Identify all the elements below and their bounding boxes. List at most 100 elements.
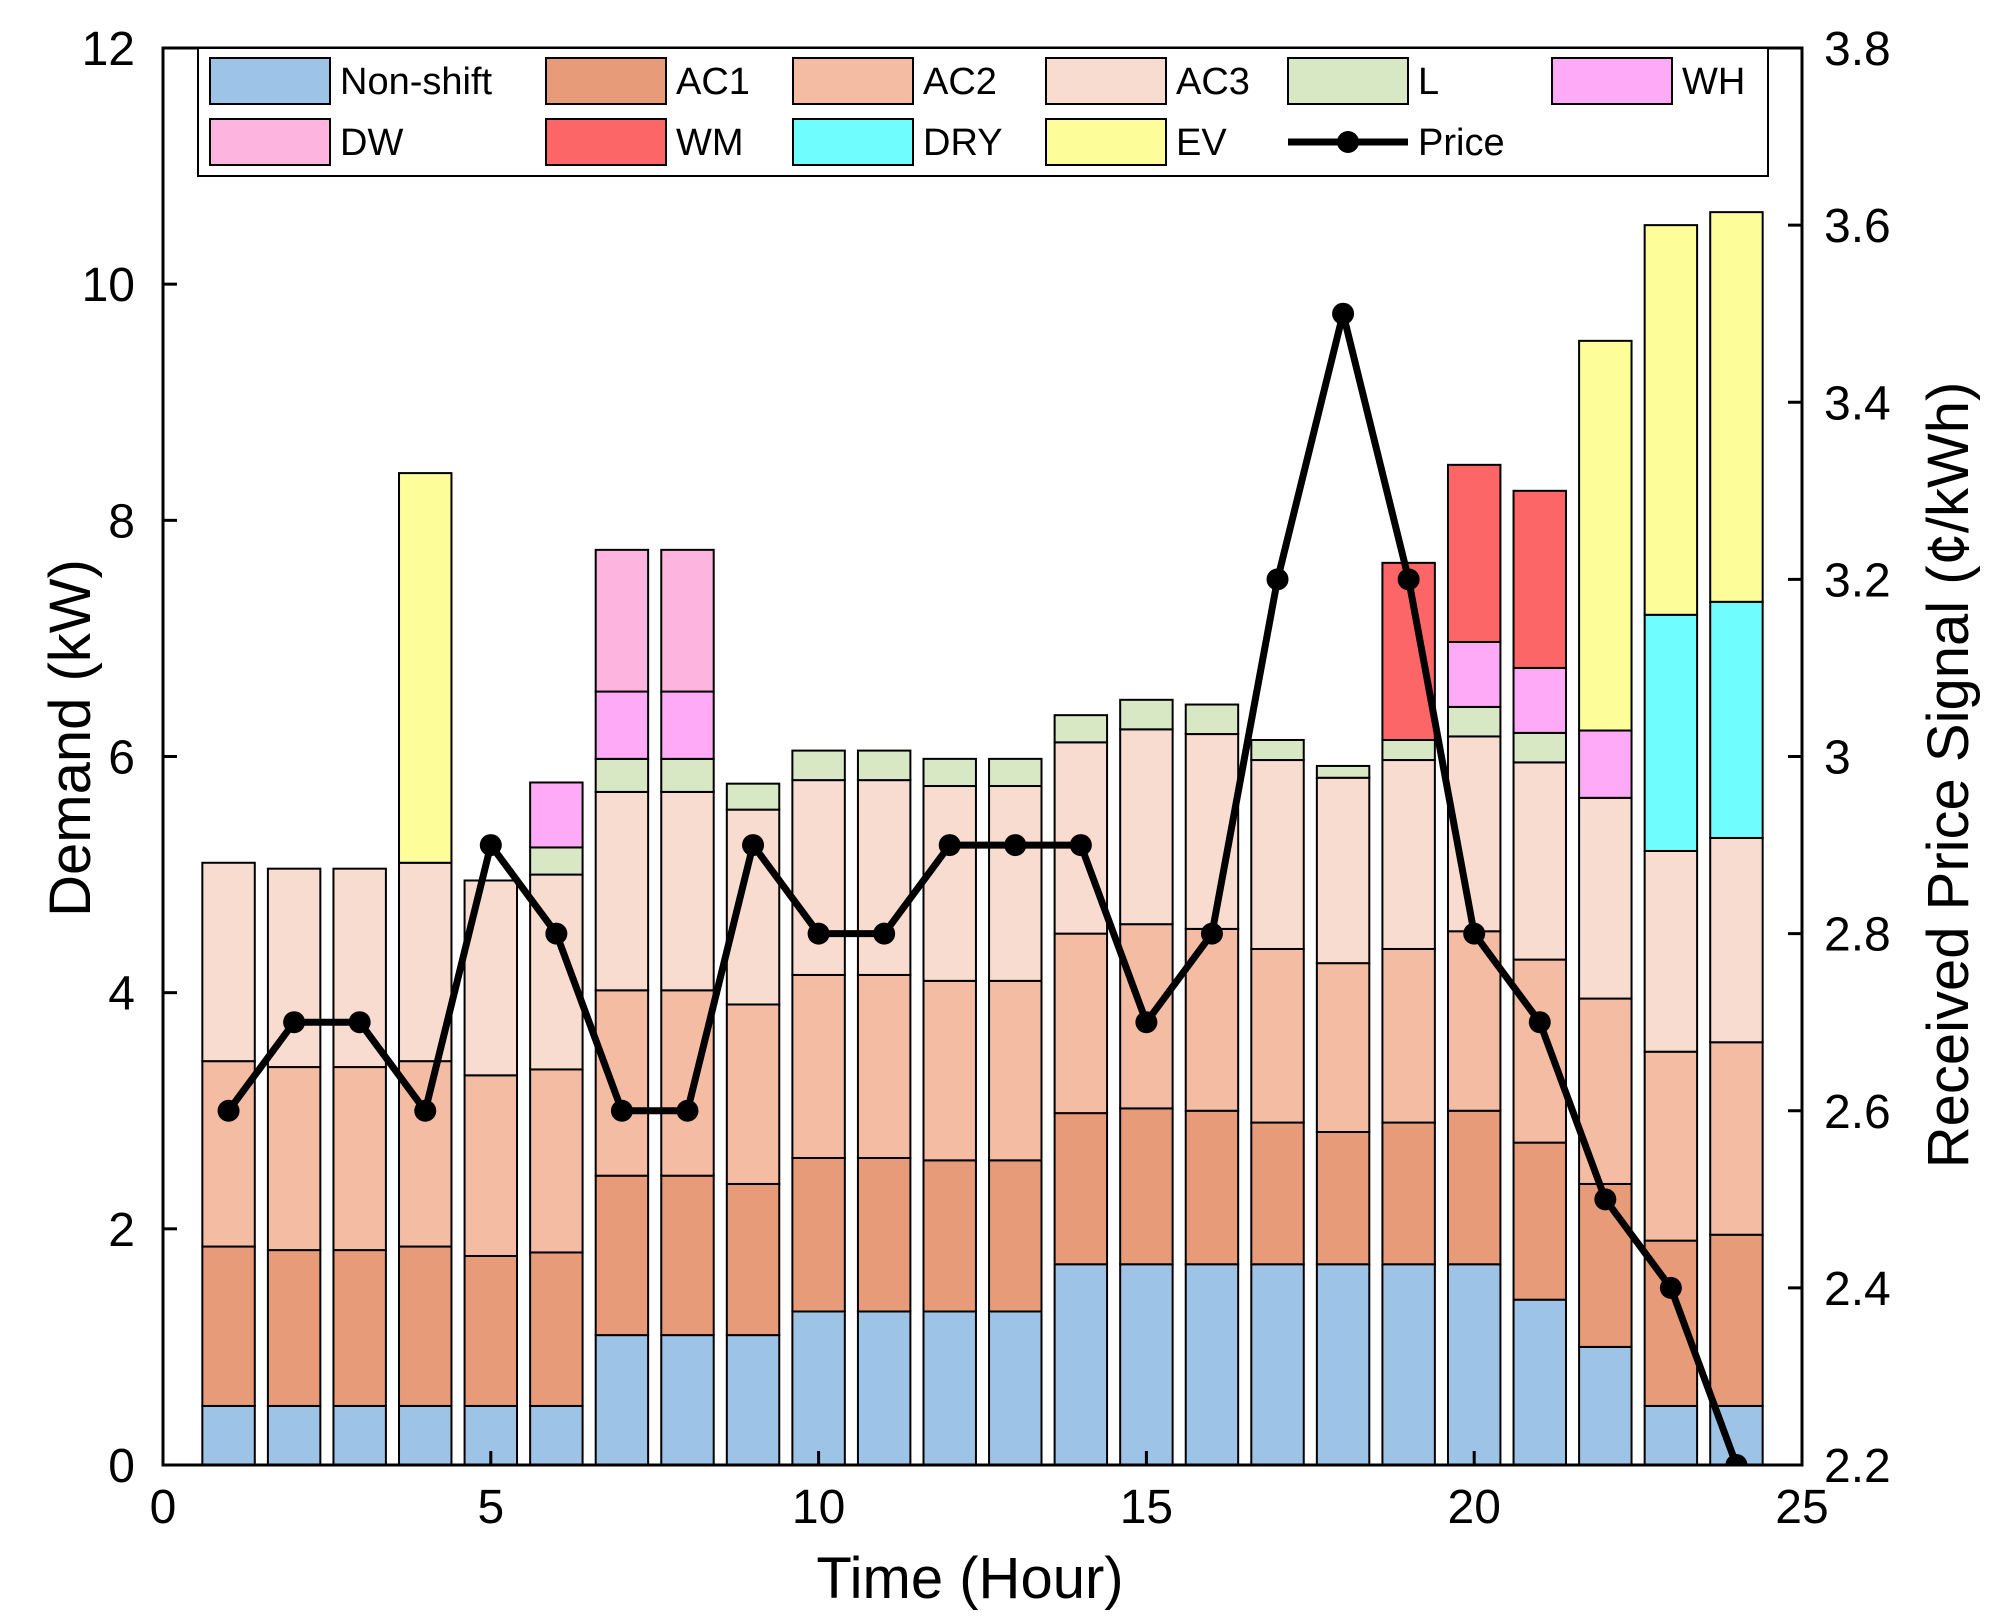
bar-ac3-hour-24 — [1709, 836, 1764, 1044]
bar-ac1-hour-17 — [1250, 1121, 1305, 1266]
bar-non-shift-hour-2 — [266, 1404, 322, 1467]
bar-ac1-hour-14 — [1053, 1112, 1109, 1266]
bar-l-hour-17 — [1250, 738, 1305, 762]
bar-ac1-hour-16 — [1184, 1109, 1240, 1266]
bar-ac1-hour-24 — [1709, 1233, 1764, 1407]
bar-ac1-hour-18 — [1315, 1131, 1371, 1266]
legend-swatch-ac1 — [545, 57, 667, 105]
stacked-bars — [201, 211, 1764, 1467]
y-right-tick-label-3.8: 3.8 — [1824, 23, 1891, 76]
price-point-hour-11 — [873, 922, 896, 945]
legend-swatch-ac2 — [792, 57, 914, 105]
legend-swatch-dry — [792, 118, 914, 166]
x-tick-label-20: 20 — [1448, 1481, 1501, 1534]
x-tick-label-15: 15 — [1120, 1481, 1173, 1534]
y-right-tick-label-3.2: 3.2 — [1824, 554, 1891, 607]
legend-label-wm: WM — [676, 122, 744, 164]
bar-ac2-hour-18 — [1315, 962, 1371, 1134]
bar-dw-hour-8 — [660, 548, 715, 693]
legend-label-price: Price — [1418, 122, 1505, 164]
price-series — [217, 302, 1748, 1465]
bar-non-shift-hour-15 — [1119, 1263, 1174, 1466]
bar-ac1-hour-7 — [594, 1174, 650, 1337]
bar-l-hour-10 — [791, 749, 846, 782]
legend-swatch-wh — [1551, 57, 1673, 105]
bar-ac2-hour-3 — [332, 1066, 387, 1252]
x-tick-label-5: 5 — [477, 1481, 504, 1534]
price-point-hour-23 — [1659, 1276, 1682, 1299]
price-point-hour-17 — [1266, 568, 1289, 591]
y-right-tick-label-2.2: 2.2 — [1824, 1440, 1891, 1493]
price-point-hour-15 — [1135, 1011, 1158, 1034]
bar-ac2-hour-9 — [725, 1003, 781, 1185]
bar-ac2-hour-12 — [922, 979, 977, 1162]
x-tick-label-10: 10 — [792, 1481, 845, 1534]
bar-ac1-hour-13 — [988, 1159, 1043, 1313]
bar-ac1-hour-10 — [791, 1156, 846, 1313]
bar-ac3-hour-18 — [1315, 776, 1371, 965]
bar-non-shift-hour-10 — [791, 1310, 846, 1467]
price-point-hour-8 — [676, 1099, 699, 1122]
price-point-hour-22 — [1594, 1188, 1617, 1211]
price-point-hour-7 — [610, 1099, 633, 1122]
legend-marker-price — [1337, 131, 1359, 153]
bar-l-hour-8 — [660, 757, 715, 793]
bar-ac1-hour-15 — [1119, 1107, 1174, 1266]
bar-ac1-hour-6 — [529, 1251, 584, 1407]
bar-ac2-hour-8 — [660, 989, 715, 1177]
bar-ev-hour-23 — [1643, 224, 1699, 616]
bar-ac2-hour-24 — [1709, 1041, 1764, 1236]
bar-ac1-hour-11 — [856, 1156, 912, 1313]
y-right-tick-label-3.6: 3.6 — [1824, 200, 1891, 253]
bar-l-hour-15 — [1119, 698, 1174, 731]
bar-ac3-hour-2 — [266, 867, 322, 1069]
y-axis-left-label: Demand (kW) — [38, 559, 103, 917]
bar-ac2-hour-21 — [1512, 958, 1567, 1144]
price-point-hour-19 — [1397, 568, 1420, 591]
bar-l-hour-20 — [1446, 705, 1502, 738]
bar-l-hour-12 — [922, 757, 977, 788]
legend-swatch-l — [1287, 57, 1409, 105]
bar-ev-hour-24 — [1709, 211, 1764, 603]
bar-ac1-hour-3 — [332, 1249, 387, 1407]
bar-ev-hour-4 — [398, 472, 453, 864]
bar-l-hour-19 — [1381, 738, 1436, 762]
price-line — [225, 310, 1740, 1465]
bar-ac1-hour-1 — [201, 1245, 256, 1407]
axes: 0 5 10 15 20 25 0 2 4 6 8 10 12 2.2 2.4 2.6 2.8 3 3.2 3.4 3.… — [82, 23, 1891, 1534]
price-point-hour-21 — [1528, 1011, 1551, 1034]
price-point-hour-5 — [479, 834, 502, 857]
bar-non-shift-hour-6 — [529, 1404, 584, 1467]
bar-non-shift-hour-8 — [660, 1334, 715, 1466]
bar-wm-hour-20 — [1446, 463, 1502, 643]
y-right-tick-label-2.4: 2.4 — [1824, 1263, 1891, 1316]
bar-ac3-hour-1 — [201, 861, 256, 1063]
legend-swatch-ev — [1045, 118, 1167, 166]
bar-l-hour-16 — [1184, 703, 1240, 736]
bar-wh-hour-6 — [529, 781, 584, 849]
bar-wh-hour-21 — [1512, 666, 1567, 734]
bar-ac2-hour-13 — [988, 979, 1043, 1162]
price-point-hour-16 — [1200, 922, 1223, 945]
legend-label-non-shift: Non-shift — [340, 61, 492, 103]
bar-ac2-hour-17 — [1250, 947, 1305, 1124]
bar-ac2-hour-11 — [856, 973, 912, 1159]
legend-box — [197, 47, 1769, 177]
legend-swatch-non-shift — [209, 57, 331, 105]
price-point-hour-13 — [1004, 834, 1027, 857]
bar-non-shift-hour-23 — [1643, 1404, 1699, 1467]
price-point-hour-2 — [283, 1011, 306, 1034]
bar-ac3-hour-15 — [1119, 728, 1174, 926]
x-tick-label-25: 25 — [1775, 1481, 1828, 1534]
bar-ac2-hour-14 — [1053, 932, 1109, 1115]
bar-non-shift-hour-13 — [988, 1310, 1043, 1467]
bar-ac2-hour-5 — [463, 1074, 519, 1257]
price-point-hour-12 — [938, 834, 961, 857]
bar-non-shift-hour-16 — [1184, 1263, 1240, 1466]
bar-non-shift-hour-9 — [725, 1334, 781, 1466]
price-point-hour-4 — [414, 1099, 437, 1122]
bar-ac1-hour-19 — [1381, 1121, 1436, 1266]
bar-non-shift-hour-11 — [856, 1310, 912, 1467]
bar-l-hour-13 — [988, 757, 1043, 788]
bar-l-hour-9 — [725, 782, 781, 811]
